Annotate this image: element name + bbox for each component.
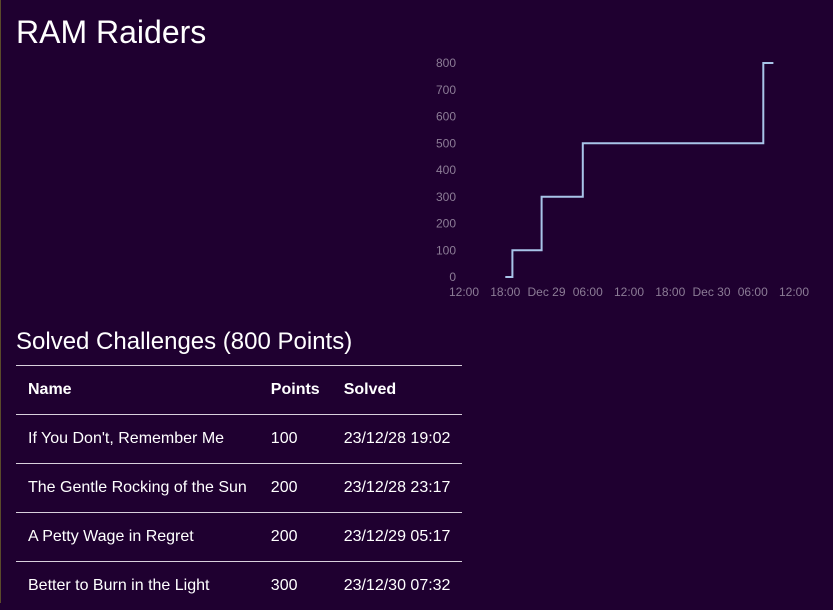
table-row: The Gentle Rocking of the Sun 200 23/12/… <box>16 464 462 513</box>
score-history-chart: 0 100 200 300 400 500 600 700 800 12:00 18:00 Dec … <box>420 50 833 306</box>
challenge-solved-time: 23/12/28 19:02 <box>332 415 463 464</box>
challenge-points: 100 <box>259 415 332 464</box>
y-tick-label: 400 <box>436 163 456 177</box>
y-axis-ticks: 0 100 200 300 400 500 600 700 800 <box>436 56 456 284</box>
x-tick-label: Dec 30 <box>692 285 730 299</box>
challenge-solved-time: 23/12/28 23:17 <box>332 464 463 513</box>
x-tick-label: 12:00 <box>779 285 809 299</box>
table-row: A Petty Wage in Regret 200 23/12/29 05:1… <box>16 513 462 562</box>
score-series-line <box>505 63 773 277</box>
challenge-points: 200 <box>259 513 332 562</box>
table-row: If You Don't, Remember Me 100 23/12/28 1… <box>16 415 462 464</box>
challenge-points: 200 <box>259 464 332 513</box>
x-tick-label: 12:00 <box>614 285 644 299</box>
x-axis-ticks: 12:00 18:00 Dec 29 06:00 12:00 18:00 Dec 30 06:… <box>449 285 809 299</box>
solved-challenges-table: Name Points Solved If You Don't, Remembe… <box>16 365 462 610</box>
table-header-row: Name Points Solved <box>16 366 462 415</box>
y-tick-label: 200 <box>436 217 456 231</box>
x-tick-label: Dec 29 <box>527 285 565 299</box>
team-name: RAM Raiders <box>16 12 206 52</box>
challenge-name[interactable]: A Petty Wage in Regret <box>16 513 259 562</box>
column-header-name[interactable]: Name <box>16 366 259 415</box>
y-tick-label: 0 <box>449 270 456 284</box>
column-header-points[interactable]: Points <box>259 366 332 415</box>
y-tick-label: 600 <box>436 110 456 124</box>
y-tick-label: 700 <box>436 83 456 97</box>
challenge-solved-time: 23/12/29 05:17 <box>332 513 463 562</box>
challenge-name[interactable]: If You Don't, Remember Me <box>16 415 259 464</box>
y-tick-label: 800 <box>436 56 456 70</box>
y-tick-label: 500 <box>436 136 456 150</box>
y-tick-label: 300 <box>436 190 456 204</box>
x-tick-label: 12:00 <box>449 285 479 299</box>
x-tick-label: 06:00 <box>573 285 603 299</box>
x-tick-label: 18:00 <box>490 285 520 299</box>
column-header-solved[interactable]: Solved <box>332 366 463 415</box>
x-tick-label: 06:00 <box>738 285 768 299</box>
challenge-name[interactable]: The Gentle Rocking of the Sun <box>16 464 259 513</box>
solved-challenges-heading: Solved Challenges (800 Points) <box>16 327 352 357</box>
y-tick-label: 100 <box>436 243 456 257</box>
x-tick-label: 18:00 <box>655 285 685 299</box>
